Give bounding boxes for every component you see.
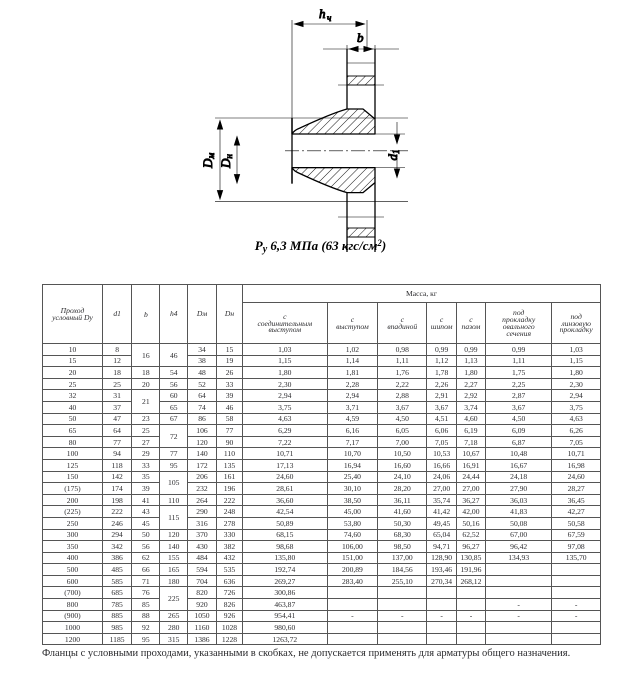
svg-text:d1: d1	[385, 150, 401, 161]
svg-text:h: h	[319, 6, 326, 21]
svg-text:Dн: Dн	[218, 154, 234, 169]
svg-text:ч: ч	[327, 13, 331, 23]
svg-text:b: b	[357, 30, 364, 45]
svg-text:Dм: Dм	[200, 153, 216, 169]
